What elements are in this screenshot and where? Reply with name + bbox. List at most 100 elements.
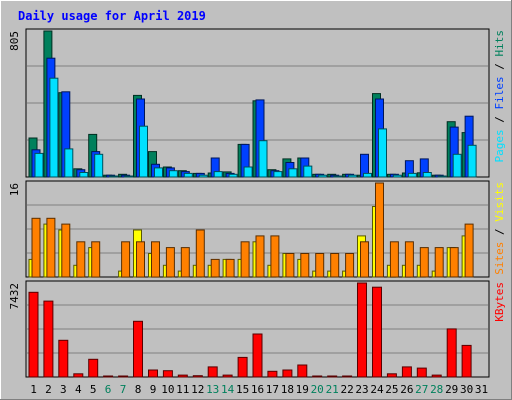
bar-pages-day-24 bbox=[378, 128, 387, 178]
x-tick-label-8: 8 bbox=[135, 383, 142, 396]
bar-kbytes-day-13 bbox=[207, 366, 218, 378]
bar-sites-day-23 bbox=[360, 241, 369, 278]
x-tick-label-6: 6 bbox=[105, 383, 112, 396]
bar-pages-day-11 bbox=[183, 172, 193, 178]
bar-pages-day-7 bbox=[124, 175, 134, 178]
x-tick-label-21: 21 bbox=[326, 383, 339, 396]
bar-sites-day-10 bbox=[165, 247, 175, 278]
bar-kbytes-day-24 bbox=[372, 286, 382, 378]
ymax-label-kbytes: 7432 bbox=[8, 283, 21, 310]
legend-kbytes: KBytes bbox=[493, 282, 506, 322]
bar-kbytes-day-30 bbox=[461, 344, 472, 378]
bar-pages-day-20 bbox=[318, 174, 328, 178]
bar-sites-day-5 bbox=[91, 241, 101, 278]
bar-pages-day-18 bbox=[288, 168, 298, 178]
bar-sites-day-17 bbox=[270, 235, 280, 278]
bar-sites-day-29 bbox=[449, 247, 459, 278]
bar-kbytes-day-3 bbox=[58, 339, 69, 378]
legend-entry-visits: Visits bbox=[493, 182, 506, 222]
bar-sites-day-27 bbox=[419, 247, 429, 278]
x-tick-label-3: 3 bbox=[60, 383, 67, 396]
bar-kbytes-day-16 bbox=[252, 333, 263, 378]
x-tick-label-2: 2 bbox=[45, 383, 52, 396]
bar-pages-day-16 bbox=[258, 140, 268, 178]
bar-pages-day-12 bbox=[198, 174, 208, 178]
bar-sites-day-22 bbox=[345, 253, 355, 278]
bar-kbytes-day-17 bbox=[267, 370, 278, 378]
bar-kbytes-day-12 bbox=[192, 375, 203, 378]
bar-pages-day-22 bbox=[348, 174, 358, 178]
bar-kbytes-day-14 bbox=[222, 374, 233, 378]
x-tick-label-16: 16 bbox=[251, 383, 264, 396]
bar-pages-day-13 bbox=[213, 171, 223, 178]
bar-kbytes-day-5 bbox=[88, 358, 99, 378]
bar-pages-day-28 bbox=[437, 175, 447, 178]
bar-kbytes-day-22 bbox=[342, 375, 353, 378]
x-tick-label-26: 26 bbox=[400, 383, 413, 396]
x-tick-label-15: 15 bbox=[236, 383, 249, 396]
x-tick-label-7: 7 bbox=[120, 383, 127, 396]
bar-pages-day-1 bbox=[34, 152, 44, 178]
legend-entry-files: Files bbox=[493, 76, 506, 109]
bar-pages-day-8 bbox=[139, 125, 148, 178]
x-tick-label-23: 23 bbox=[355, 383, 368, 396]
bar-kbytes-day-29 bbox=[446, 328, 457, 378]
bar-sites-day-4 bbox=[76, 241, 86, 278]
bar-pages-day-9 bbox=[154, 167, 163, 178]
bar-kbytes-day-4 bbox=[73, 373, 84, 378]
bar-kbytes-day-11 bbox=[177, 374, 188, 378]
bar-pages-day-6 bbox=[109, 175, 119, 178]
legend-visits: Sites / Visits bbox=[493, 182, 506, 275]
x-tick-label-9: 9 bbox=[150, 383, 157, 396]
bar-sites-day-12 bbox=[195, 229, 205, 278]
bar-kbytes-day-1 bbox=[28, 291, 39, 378]
bar-pages-day-27 bbox=[422, 172, 432, 178]
legend-hits: Pages / Files / Hits bbox=[493, 30, 506, 163]
bar-sites-day-9 bbox=[151, 241, 160, 278]
bar-sites-day-28 bbox=[434, 247, 444, 278]
bar-kbytes-day-21 bbox=[327, 375, 338, 378]
x-tick-label-11: 11 bbox=[176, 383, 189, 396]
bar-kbytes-day-10 bbox=[162, 370, 173, 378]
legend-entry-kbytes: KBytes bbox=[493, 282, 506, 322]
bar-kbytes-day-23 bbox=[357, 282, 367, 378]
chart-panels: 805 Pages / Files / Hits 16 Sites / Visits 7… bbox=[8, 28, 506, 378]
bar-pages-day-15 bbox=[243, 166, 253, 178]
x-tick-label-1: 1 bbox=[30, 383, 37, 396]
x-tick-label-29: 29 bbox=[445, 383, 458, 396]
bar-pages-day-2 bbox=[49, 77, 59, 178]
x-tick-label-10: 10 bbox=[161, 383, 174, 396]
bar-sites-day-13 bbox=[210, 258, 220, 278]
x-tick-label-12: 12 bbox=[191, 383, 204, 396]
x-tick-label-18: 18 bbox=[281, 383, 294, 396]
bar-pages-day-21 bbox=[333, 175, 343, 178]
bar-sites-day-7 bbox=[121, 241, 131, 278]
bar-kbytes-day-18 bbox=[282, 369, 293, 378]
bar-sites-day-2 bbox=[46, 217, 56, 278]
x-tick-label-19: 19 bbox=[296, 383, 309, 396]
legend-entry-pages: Pages bbox=[493, 129, 506, 162]
bar-sites-day-14 bbox=[225, 258, 235, 278]
x-tick-label-25: 25 bbox=[385, 383, 398, 396]
bar-kbytes-day-27 bbox=[416, 367, 427, 378]
x-tick-label-17: 17 bbox=[266, 383, 279, 396]
bar-sites-day-3 bbox=[61, 223, 71, 278]
bar-pages-day-26 bbox=[407, 172, 417, 178]
ymax-label-visits: 16 bbox=[8, 183, 21, 196]
bar-pages-day-4 bbox=[79, 172, 89, 178]
bar-kbytes-day-20 bbox=[312, 375, 323, 378]
bar-pages-day-5 bbox=[94, 153, 104, 178]
bar-sites-day-11 bbox=[180, 247, 190, 278]
bar-sites-day-25 bbox=[389, 241, 399, 278]
x-tick-label-22: 22 bbox=[340, 383, 353, 396]
ymax-label-hits: 805 bbox=[8, 31, 21, 51]
bar-sites-day-30 bbox=[464, 223, 474, 278]
bar-sites-day-24 bbox=[375, 182, 384, 278]
bar-sites-day-21 bbox=[330, 253, 340, 278]
bar-sites-day-15 bbox=[240, 241, 250, 278]
bar-pages-day-23 bbox=[363, 172, 372, 178]
x-tick-label-27: 27 bbox=[415, 383, 428, 396]
bar-kbytes-day-9 bbox=[148, 369, 158, 378]
